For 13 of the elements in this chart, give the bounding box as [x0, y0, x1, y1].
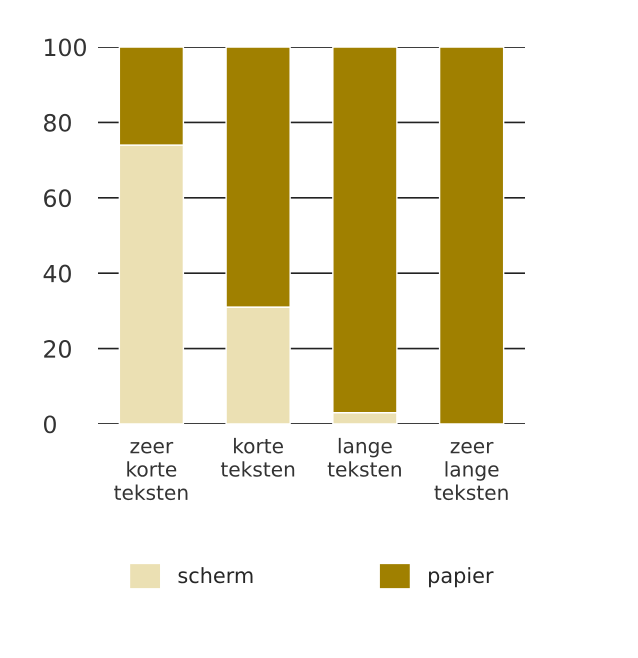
- x-tick-label: zeer lange teksten: [434, 442, 508, 500]
- y-tick-label: 40: [44, 264, 71, 283]
- y-tick-label: 80: [44, 114, 71, 132]
- y-tick-label: 100: [45, 38, 86, 56]
- y-tick-label: 60: [44, 189, 71, 208]
- x-tick-label: lange teksten: [328, 438, 401, 477]
- legend-label: scherm: [178, 567, 252, 584]
- x-tick-label: korte teksten: [220, 438, 294, 477]
- y-tick-label: 0: [44, 415, 56, 434]
- x-tick-label: zeer korte teksten: [114, 442, 188, 500]
- y-tick-label: 20: [44, 340, 71, 358]
- bar: [438, 47, 504, 424]
- legend-label: papier: [429, 567, 494, 588]
